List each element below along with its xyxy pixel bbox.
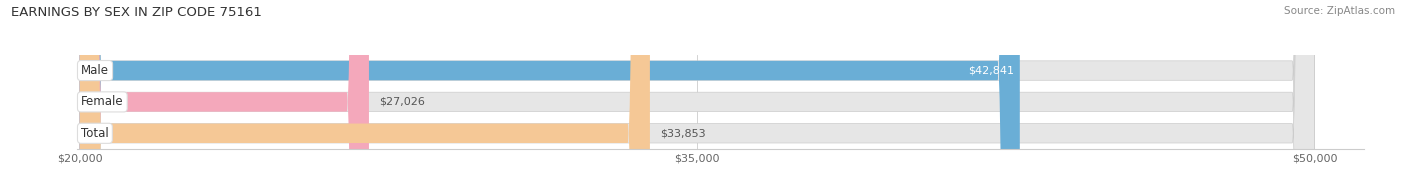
FancyBboxPatch shape <box>80 0 1315 196</box>
Text: $27,026: $27,026 <box>378 97 425 107</box>
FancyBboxPatch shape <box>80 0 650 196</box>
FancyBboxPatch shape <box>80 0 1315 196</box>
FancyBboxPatch shape <box>80 0 368 196</box>
FancyBboxPatch shape <box>80 0 1315 196</box>
FancyBboxPatch shape <box>80 0 1019 196</box>
Text: EARNINGS BY SEX IN ZIP CODE 75161: EARNINGS BY SEX IN ZIP CODE 75161 <box>11 6 262 19</box>
Text: Male: Male <box>82 64 110 77</box>
Text: Source: ZipAtlas.com: Source: ZipAtlas.com <box>1284 6 1395 16</box>
Text: $42,841: $42,841 <box>967 65 1014 76</box>
Text: $33,853: $33,853 <box>659 128 706 138</box>
Text: Female: Female <box>82 95 124 108</box>
Text: Total: Total <box>82 127 108 140</box>
